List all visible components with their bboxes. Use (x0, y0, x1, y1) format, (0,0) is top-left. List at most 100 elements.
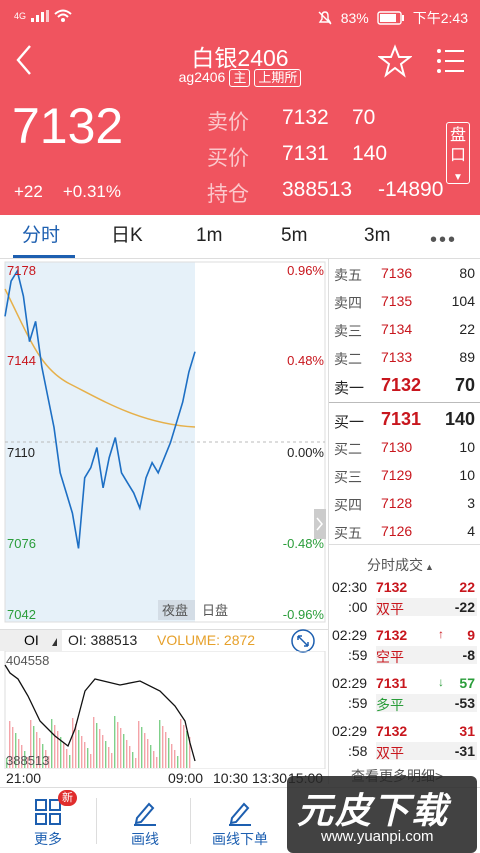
ask-row-1: 卖一 7132 70 (329, 371, 480, 399)
volume-bar (120, 728, 122, 768)
draw-line-label: 画线 (131, 831, 159, 847)
volume-bar (6, 758, 8, 768)
level-name: 买五 (334, 525, 362, 541)
level-qty: 80 (459, 265, 475, 281)
book-divider (329, 402, 480, 403)
volume-bar (30, 720, 32, 768)
volume-bar (123, 734, 125, 768)
tab-5m[interactable]: 5m (281, 225, 308, 246)
intraday-chart-svg: 7178 7144 7110 7076 7042 0.96% 0.48% 0.0… (4, 261, 326, 623)
menu-list-icon[interactable] (436, 48, 466, 74)
chevron-right-icon (316, 517, 323, 531)
tab-1m[interactable]: 1m (196, 225, 223, 246)
volume-bar (51, 719, 53, 768)
volume-bar (111, 753, 113, 768)
tab-daily-k[interactable]: 日K (111, 225, 143, 246)
trade-row-bg (376, 646, 477, 664)
quote-row-bid: 买价 7131 140 (207, 142, 387, 172)
intraday-chart[interactable]: 7178 7144 7110 7076 7042 0.96% 0.48% 0.0… (0, 259, 328, 629)
price-series-line (4, 268, 196, 549)
more-label: 更多 (34, 831, 62, 847)
price-line (4, 268, 196, 549)
quote-row-oi: 持仓 388513 -14890 (207, 178, 443, 208)
more-tabs-icon[interactable]: ••• (430, 229, 458, 251)
expand-icon[interactable] (290, 628, 316, 654)
trade-type: 空平 (376, 649, 404, 665)
pct-level: -0.48% (283, 536, 325, 551)
volume-oi-chart[interactable]: 404558 388513 (0, 650, 328, 770)
quote-qty: -14890 (378, 178, 444, 201)
collapse-handle[interactable] (314, 509, 326, 539)
level-qty: 70 (454, 375, 475, 395)
draw-order-button[interactable]: 画线下单 (205, 788, 275, 853)
trade-row: 02:29 :58 7132 31 双平 -31 (329, 721, 480, 769)
volume-bar (93, 717, 95, 768)
day-session-label[interactable]: 日盘 (202, 603, 228, 618)
level-price: 7128 (381, 495, 413, 511)
volume-bar (147, 739, 149, 768)
volume-bar (174, 750, 176, 768)
chart-area-fill (5, 262, 195, 622)
volume-bar (159, 720, 161, 768)
mute-bell-icon (318, 11, 332, 25)
tab-3m[interactable]: 3m (364, 225, 391, 246)
trade-time-sec: :00 (348, 599, 368, 615)
toolbar-divider (190, 798, 191, 844)
quote-row-ask: 卖价 7132 70 (207, 106, 375, 136)
last-price: 7132 (12, 98, 124, 154)
time-tick: 13:30 (252, 770, 288, 786)
watermark-logo: 元皮下载 www.yuanpi.com (287, 776, 477, 853)
new-badge: 新 (58, 790, 77, 806)
volume-bar (33, 726, 35, 768)
draw-order-label: 画线下单 (212, 831, 268, 847)
trade-oi-change: -22 (454, 599, 475, 615)
volume-bar (189, 737, 191, 768)
trade-time-sec: :58 (348, 743, 368, 759)
wifi-icon (54, 9, 72, 22)
volume-bar (99, 729, 101, 768)
time-tick: 21:00 (6, 770, 42, 786)
ask-row-2: 卖二 7133 89 (329, 343, 480, 371)
volume-bar (102, 735, 104, 768)
price-level: 7110 (7, 445, 35, 460)
level-price: 7131 (381, 409, 422, 429)
quote-label: 卖价 (207, 111, 249, 134)
trades-title-text: 分时成交 (367, 557, 423, 573)
open-interest-line (4, 664, 196, 762)
quote-label: 买价 (207, 147, 249, 170)
change-value: +22 (14, 182, 43, 201)
volume-bar (60, 737, 62, 768)
volume-bar (168, 738, 170, 768)
pct-level: 0.48% (287, 353, 324, 368)
time-tick: 09:00 (168, 770, 204, 786)
volume-bar (15, 733, 17, 768)
quote-header: 4G 83% 下午2:43 白银2406 ag2406 主上期所 7132 +22… (0, 0, 480, 215)
volume-bar (171, 744, 173, 768)
corner-triangle-icon (52, 638, 57, 646)
trade-price: 7132 (376, 627, 408, 643)
order-book: 卖五 7136 80 卖四 7135 104 卖三 7134 22 卖二 7133 89 卖一 7… (328, 259, 480, 544)
order-panel-button[interactable]: 盘口 ▼ (446, 122, 470, 184)
trades-title[interactable]: 分时成交 ▲ (367, 555, 434, 575)
favorite-star-icon[interactable] (378, 44, 412, 78)
more-button[interactable]: 更多 新 (18, 788, 78, 853)
volume-bar (81, 736, 83, 768)
volume-bar (54, 725, 56, 768)
contract-code: ag2406 (178, 69, 226, 85)
trade-oi-change: -8 (462, 647, 475, 663)
tab-intraday[interactable]: 分时 (22, 225, 61, 246)
volume-bar (27, 757, 29, 768)
draw-line-button[interactable]: 画线 (118, 788, 172, 853)
change-percent: +0.31% (62, 182, 121, 201)
oi-max-label: 404558 (6, 653, 49, 668)
volume-bar (36, 732, 38, 768)
trade-time-sec: :59 (348, 647, 368, 663)
quote-qty: 140 (352, 142, 388, 165)
night-session-label[interactable]: 夜盘 (162, 603, 188, 618)
trade-row: 02:29 :59 7132 ↑ 9 空平 -8 (329, 625, 480, 673)
volume-bar (150, 745, 152, 768)
time-tick: 10:30 (213, 770, 249, 786)
volume-bar (87, 748, 89, 768)
back-icon[interactable] (10, 40, 40, 80)
indicator-select[interactable]: OI (0, 630, 62, 651)
